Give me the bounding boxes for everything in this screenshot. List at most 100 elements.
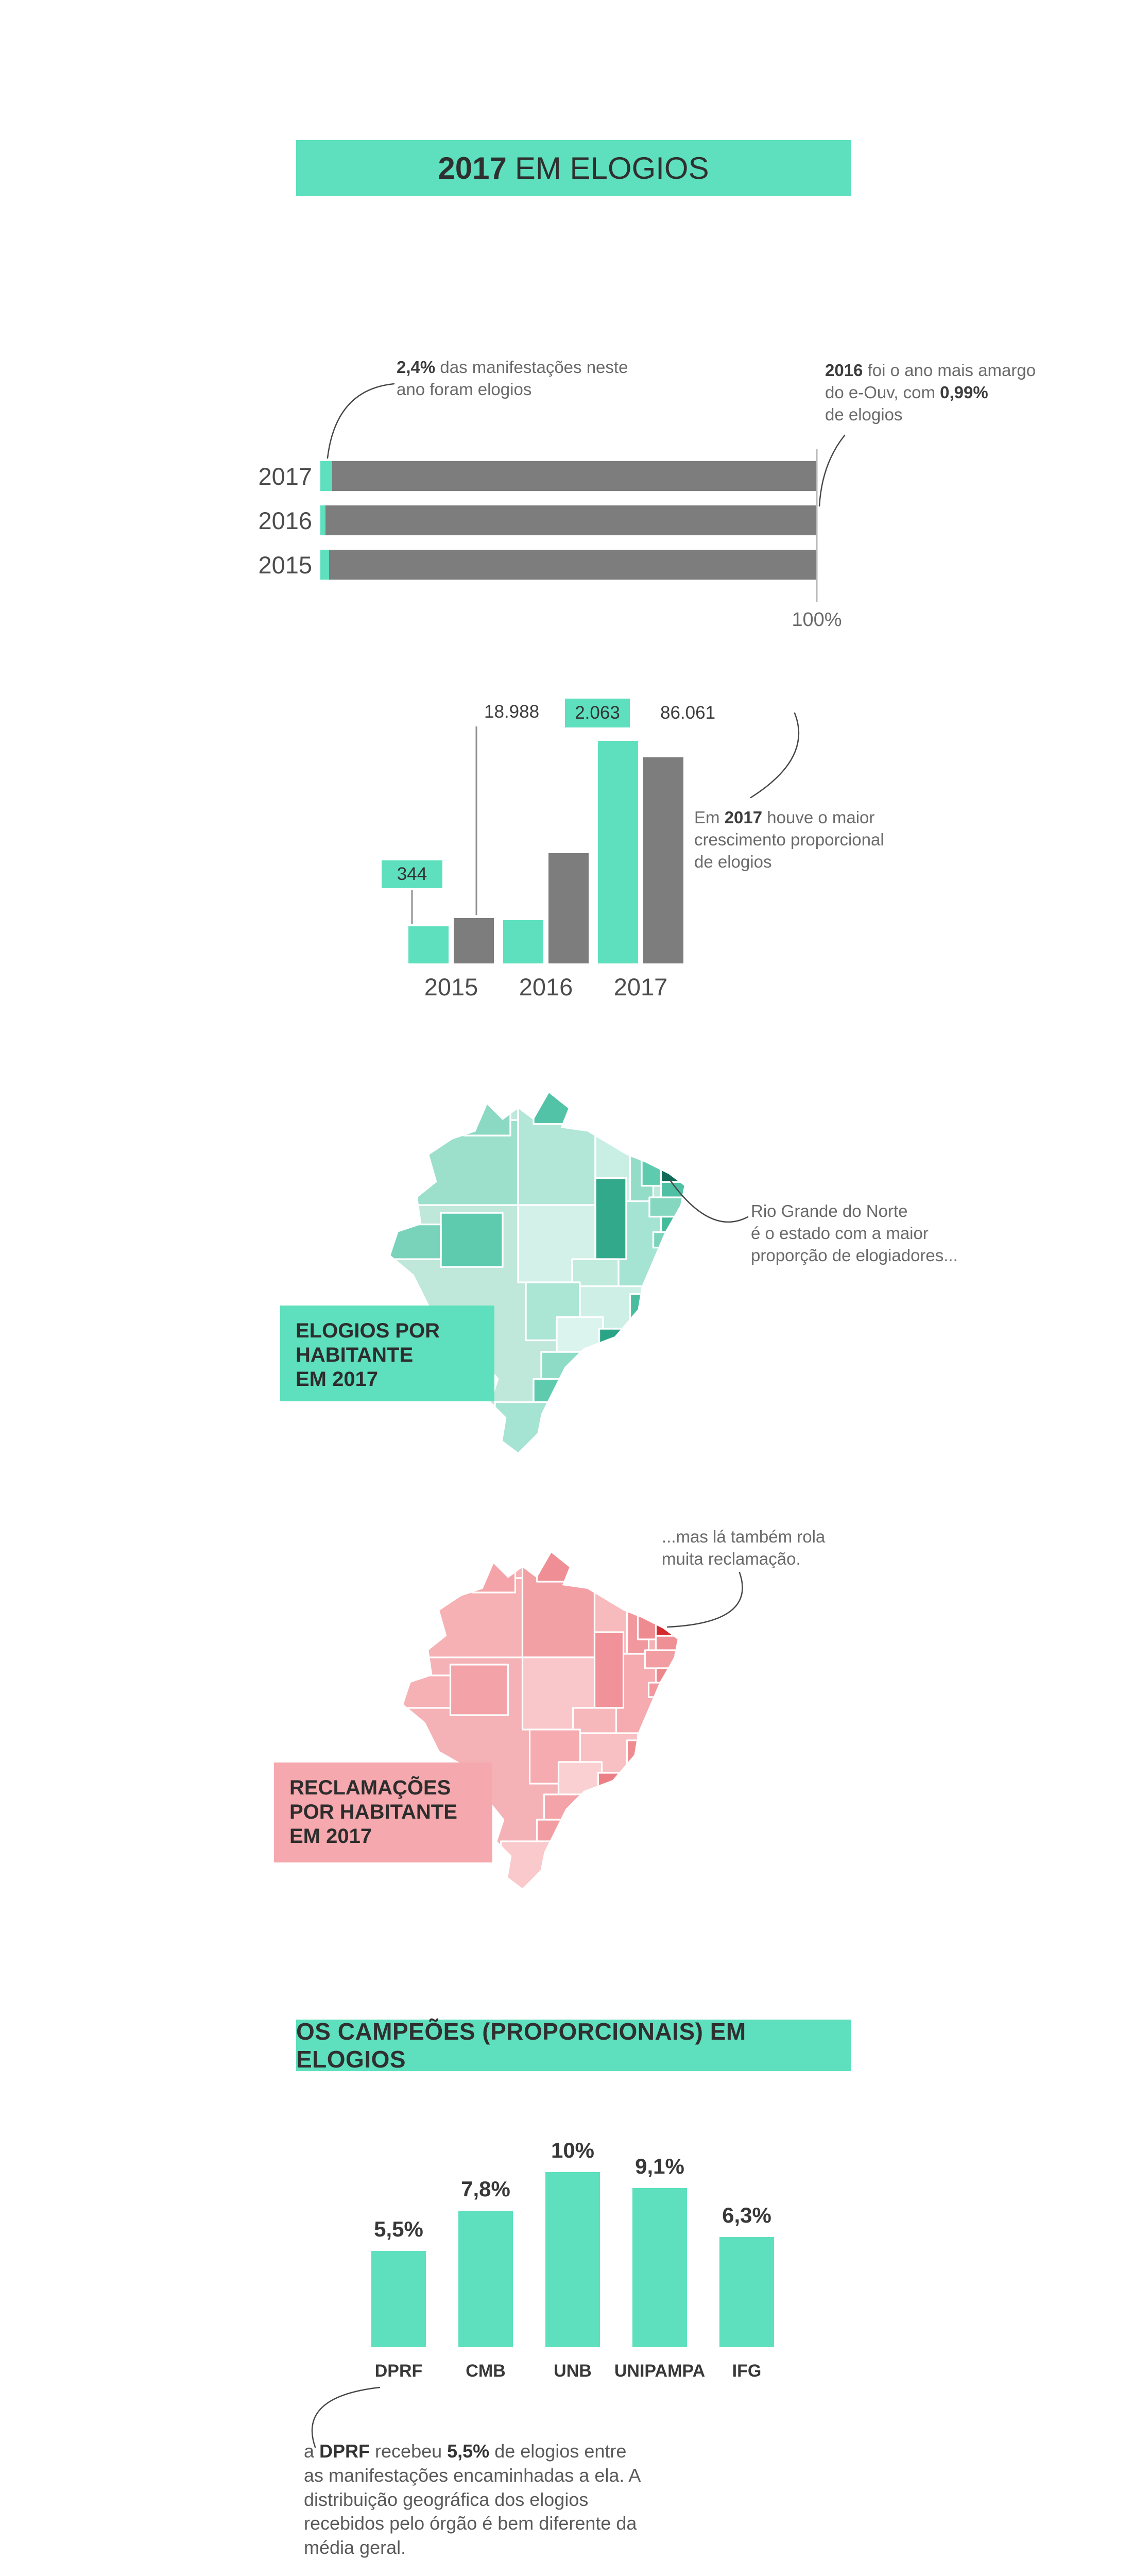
elogios-bar-2016	[503, 920, 543, 963]
champion-name-label: UNB	[554, 2361, 592, 2381]
state-TO	[593, 1631, 625, 1709]
annotation-bold: 2017	[724, 808, 763, 827]
state-RN	[660, 1161, 684, 1183]
legend-line: ELOGIOS POR	[296, 1319, 440, 1342]
stacked-bar-2015	[320, 550, 817, 580]
paragraph-text: de elogios entre as manifestações encami…	[304, 2441, 640, 2558]
leader-line-share-2017	[327, 383, 395, 459]
state-SE	[647, 1682, 672, 1698]
state-RJ	[597, 1772, 632, 1792]
champion-value-label: 6,3%	[722, 2203, 771, 2227]
annotation-line: do e-Ouv, com 0,99%	[825, 382, 1067, 404]
state-PR	[543, 1793, 589, 1821]
legend-line: POR HABITANTE	[289, 1801, 457, 1824]
legend-line: RECLAMAÇÕES	[289, 1776, 451, 1799]
state-SP	[557, 1761, 603, 1795]
annotation-bold: 2,4%	[397, 358, 436, 377]
year-label: 2015	[258, 551, 312, 579]
champion-value-label: 10%	[551, 2138, 595, 2162]
total-bar-2016	[548, 853, 589, 963]
map-legend-reclamacoes: RECLAMAÇÕES POR HABITANTE EM 2017	[274, 1762, 492, 1862]
champion-bar-UNB	[545, 2172, 600, 2347]
annotation-line: é o estado com a maior	[751, 1223, 929, 1243]
stacked-bar-2017	[320, 461, 817, 491]
champion-bar-IFG	[719, 2237, 774, 2347]
legend-line: EM 2017	[296, 1368, 379, 1391]
title-text: EM ELOGIOS	[514, 150, 709, 185]
year-axis-label-2016: 2016	[519, 973, 573, 1001]
state-SC	[536, 1819, 574, 1842]
year-row-2017: 2017	[241, 461, 823, 491]
champion-bar-CMB	[458, 2211, 513, 2347]
annotation-text: foi o ano mais amargo	[863, 361, 1036, 380]
state-RO	[449, 1664, 509, 1716]
state-RR	[463, 1093, 511, 1137]
champion-column-CMB: 7,8% CMB	[458, 2131, 513, 2381]
leader-line-dprf	[311, 2386, 381, 2448]
state-SP	[556, 1316, 604, 1353]
brazil-map-reclamacoes	[403, 1553, 678, 1888]
annotation-share-2017: 2,4% das manifestações neste ano foram e…	[397, 357, 644, 401]
elogios-segment	[320, 550, 330, 580]
annotation-line: muita reclamação.	[662, 1549, 801, 1568]
title-year: 2017	[438, 150, 507, 185]
annotation-rn-reclamacoes: ...mas lá também rola muita reclamação.	[662, 1526, 899, 1570]
annotation-line: Em 2017 houve o maior	[694, 807, 962, 829]
annotation-line: 2,4% das manifestações neste	[397, 357, 644, 379]
state-AC	[403, 1674, 452, 1709]
state-AL	[660, 1215, 684, 1233]
champion-bar-DPRF	[371, 2251, 426, 2347]
paragraph-text: recebeu	[370, 2441, 448, 2462]
value-label-18988: 18.988	[484, 702, 540, 722]
state-PB	[655, 1635, 678, 1651]
champion-value-label: 5,5%	[374, 2217, 423, 2241]
annotation-growth-2017: Em 2017 houve o maior crescimento propor…	[694, 807, 962, 873]
champion-name-label: DPRF	[374, 2361, 423, 2381]
state-AC	[390, 1223, 442, 1260]
champion-column-IFG: 6,3% IFG	[719, 2131, 774, 2381]
annotation-line: de elogios	[694, 852, 772, 871]
champion-name-label: UNIPAMPA	[614, 2361, 706, 2381]
state-ES	[626, 1739, 643, 1767]
champion-value-label: 9,1%	[635, 2154, 684, 2178]
annotation-line: Rio Grande do Norte	[751, 1201, 908, 1221]
value-label-86061: 86.061	[660, 703, 716, 723]
year-label: 2016	[258, 506, 312, 534]
share-by-year-chart: 2017 2016 2015	[241, 461, 823, 594]
state-SE	[652, 1231, 678, 1249]
state-ES	[629, 1293, 647, 1322]
title-banner: 2017 EM ELOGIOS	[296, 140, 851, 196]
state-PE	[644, 1649, 678, 1669]
leader-line-share-2016	[818, 434, 846, 507]
year-axis-label-2017: 2017	[613, 973, 668, 1001]
champion-column-DPRF: 5,5% DPRF	[371, 2131, 426, 2381]
leader-line-growth	[750, 712, 800, 799]
annotation-line: ...mas lá também rola	[662, 1527, 826, 1546]
state-AP	[536, 1553, 574, 1583]
total-bar-2017	[643, 757, 683, 963]
annotation-text: Em	[694, 808, 725, 827]
state-AP	[533, 1093, 573, 1125]
state-PB	[660, 1181, 684, 1198]
year-axis-label-2015: 2015	[424, 973, 478, 1001]
champion-name-label: CMB	[466, 2361, 506, 2381]
state-RO	[440, 1212, 504, 1268]
annotation-bold: 2016	[825, 361, 863, 380]
state-RJ	[598, 1328, 635, 1349]
champions-section-banner: OS CAMPEÕES (PROPORCIONAIS) EM ELOGIOS	[296, 2018, 851, 2073]
paragraph-bold: DPRF	[319, 2441, 370, 2462]
annotation-text: houve o maior	[762, 808, 875, 827]
paragraph-text: a	[304, 2441, 320, 2462]
stacked-bar-2016	[320, 505, 817, 535]
champion-column-UNB: 10% UNB	[545, 2131, 600, 2381]
annotation-bold: 0,99%	[940, 382, 988, 402]
state-RS	[494, 1401, 558, 1452]
elogios-segment	[320, 461, 333, 491]
champion-name-label: IFG	[732, 2361, 762, 2381]
champion-column-UNIPAMPA: 9,1% UNIPAMPA	[614, 2131, 705, 2381]
state-AL	[655, 1667, 678, 1684]
state-SC	[533, 1378, 573, 1403]
paragraph-bold: 5,5%	[447, 2441, 490, 2462]
elogios-bar-2017	[598, 741, 638, 963]
